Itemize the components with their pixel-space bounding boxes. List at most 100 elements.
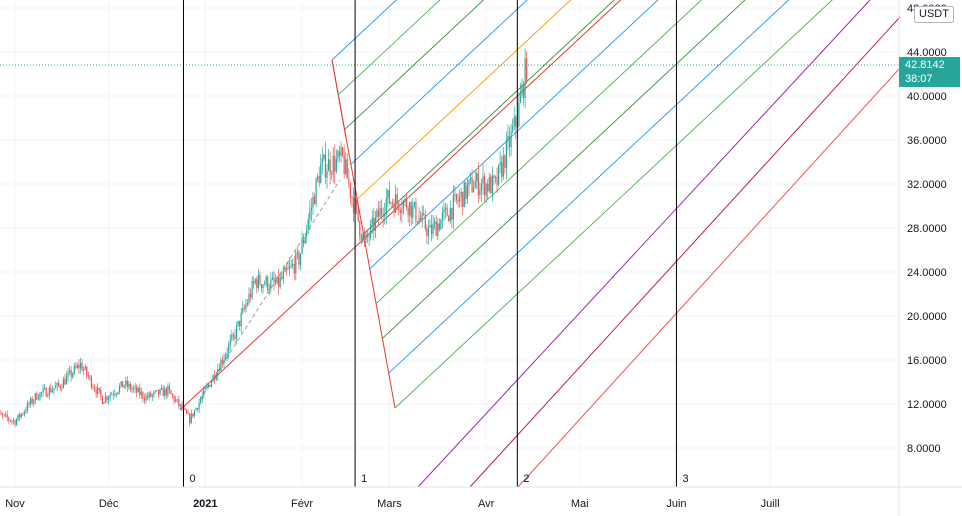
candle-body	[42, 388, 44, 393]
candle-body	[405, 198, 408, 208]
candle-body	[399, 210, 401, 213]
candle-body	[196, 408, 199, 410]
time-axis-label: Juill	[761, 498, 780, 510]
candle-body	[89, 376, 91, 378]
candle-body	[150, 392, 152, 397]
candle-body	[451, 208, 453, 220]
price-axis-label: 40.0000	[907, 91, 947, 103]
candle-body	[131, 388, 133, 390]
candle-body	[123, 385, 125, 388]
candle-body	[120, 381, 122, 386]
candle-body	[67, 372, 69, 377]
candle-body	[317, 176, 319, 179]
candle-body	[19, 414, 21, 418]
candle-body	[54, 386, 57, 389]
candle-body	[487, 183, 489, 192]
candle-body	[193, 410, 195, 417]
candle-body	[282, 272, 284, 279]
candle-body	[304, 236, 306, 244]
candle-body	[387, 189, 389, 199]
candle-body	[245, 304, 247, 309]
channel-line	[388, 0, 790, 374]
channel-line	[369, 0, 659, 270]
candle-body	[64, 379, 66, 385]
candle-body	[17, 414, 19, 420]
candle-body	[276, 276, 278, 284]
candle-body	[279, 277, 281, 287]
candle-body	[420, 217, 422, 220]
drawings-layer[interactable]	[0, 0, 962, 488]
candle-body	[6, 414, 8, 418]
candle-body	[430, 224, 433, 235]
time-axis-label: Févr	[291, 498, 313, 510]
candle-body	[415, 201, 417, 222]
candle-body	[253, 281, 255, 284]
candle-body	[151, 394, 153, 397]
candle-body	[217, 369, 219, 377]
candle-body	[476, 173, 478, 182]
candle-body	[53, 388, 55, 391]
candle-body	[465, 182, 467, 199]
candle-body	[100, 390, 102, 397]
candle-body	[51, 390, 54, 393]
price-axis-label: 44.0000	[907, 47, 947, 59]
candle-body	[349, 182, 351, 198]
candle-body	[187, 413, 189, 415]
candle-body	[147, 396, 149, 398]
candle-body	[315, 178, 317, 205]
time-axis-label: Nov	[5, 498, 25, 510]
candle-body	[421, 213, 423, 220]
candle-body	[136, 386, 138, 393]
channel-line	[394, 0, 833, 409]
candle-body	[482, 176, 484, 184]
candle-body	[494, 177, 497, 178]
price-axis-label: 28.0000	[907, 223, 947, 235]
extension-line-red	[517, 67, 901, 488]
candle-body	[22, 413, 24, 415]
candle-body	[184, 408, 186, 410]
candle-body	[11, 420, 13, 422]
candle-body	[463, 182, 465, 208]
candle-body	[460, 191, 462, 197]
candlestick-series	[0, 48, 528, 428]
candle-body	[443, 208, 445, 213]
candle-body	[343, 155, 345, 175]
candle-body	[145, 396, 147, 401]
candle-body	[374, 217, 376, 231]
candle-body	[462, 191, 464, 208]
candle-body	[81, 362, 83, 371]
candle-body	[232, 334, 234, 336]
candle-body	[156, 389, 158, 391]
candle-body	[125, 380, 127, 386]
candle-body	[95, 389, 97, 394]
candle-body	[251, 281, 253, 298]
candle-body	[427, 227, 429, 236]
candle-body	[137, 387, 139, 393]
candle-body	[496, 177, 498, 185]
candle-body	[75, 366, 77, 368]
candle-body	[452, 195, 454, 220]
candle-body	[290, 264, 292, 267]
candle-body	[390, 202, 392, 204]
candle-body	[479, 189, 481, 196]
candle-body	[257, 274, 259, 288]
candle-body	[170, 390, 172, 394]
candle-body	[225, 355, 227, 360]
time-cycles[interactable]: 0 1 2 3	[182, 0, 689, 487]
candle-body	[164, 388, 166, 397]
price-axis-label: 32.0000	[907, 179, 947, 191]
candle-body	[435, 221, 437, 237]
candle-body	[293, 263, 295, 274]
candle-body	[103, 402, 105, 405]
candle-body	[449, 208, 451, 222]
candle-body	[243, 307, 245, 309]
candle-body	[526, 58, 528, 81]
candle-body	[204, 388, 206, 390]
candle-body	[285, 267, 288, 270]
candle-body	[122, 381, 124, 388]
currency-badge[interactable]: USDT	[914, 6, 954, 23]
candle-body	[454, 194, 456, 196]
candle-body	[303, 240, 305, 244]
